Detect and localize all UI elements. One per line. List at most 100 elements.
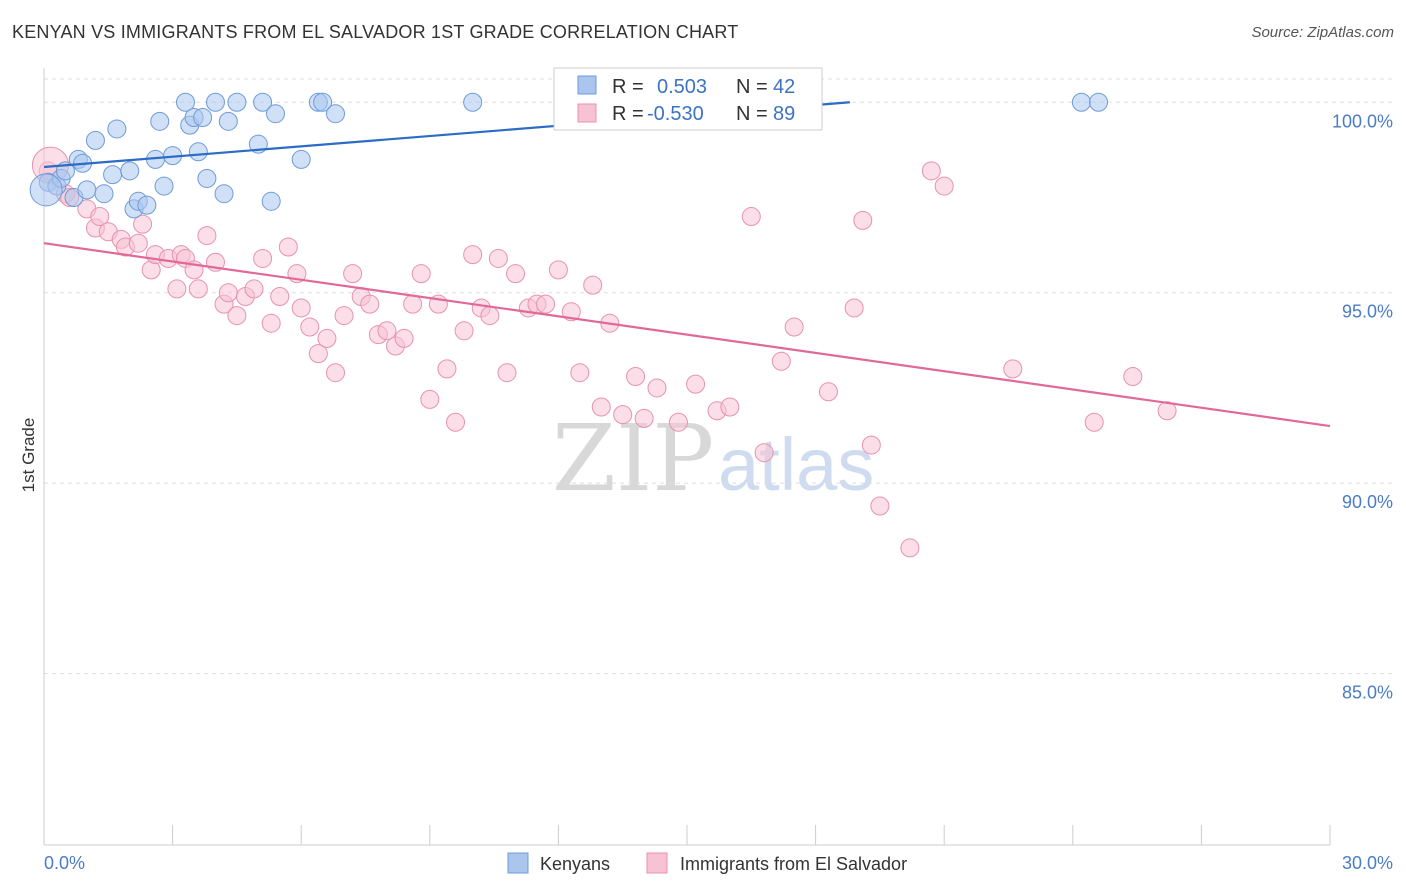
bottom-legend-el-salvador: Immigrants from El Salvador (680, 854, 907, 874)
point-el-salvador (343, 264, 363, 284)
point-el-salvador (591, 397, 611, 417)
watermark-atlas: atlas (718, 423, 874, 506)
point-el-salvador (197, 226, 217, 246)
point-el-salvador (548, 260, 568, 280)
point-el-salvador (463, 245, 483, 265)
point-kenyan (85, 130, 105, 150)
point-el-salvador (128, 233, 148, 253)
point-el-salvador (133, 214, 153, 234)
point-el-salvador (1123, 367, 1143, 387)
point-kenyan (1071, 92, 1091, 112)
point-el-salvador (844, 298, 864, 318)
point-kenyan (103, 165, 123, 185)
point-el-salvador (634, 408, 654, 428)
point-el-salvador (647, 378, 667, 398)
legend-box (553, 67, 823, 131)
legend-n-value-1: 42 (773, 76, 795, 98)
point-kenyan (227, 92, 247, 112)
point-kenyan (205, 92, 225, 112)
point-el-salvador (626, 367, 646, 387)
point-el-salvador (278, 237, 298, 257)
watermark-zip: ZIP (552, 405, 714, 512)
legend-swatch-el-salvador (577, 103, 597, 123)
point-el-salvador (506, 264, 526, 284)
point-el-salvador (668, 412, 688, 432)
point-el-salvador (317, 328, 337, 348)
point-el-salvador (921, 161, 941, 181)
bottom-legend-kenyans: Kenyans (540, 854, 610, 874)
point-el-salvador (253, 248, 273, 268)
point-el-salvador (488, 248, 508, 268)
point-kenyan (463, 92, 483, 112)
point-kenyan (193, 108, 213, 128)
point-kenyan (175, 92, 195, 112)
point-kenyan (120, 161, 140, 181)
point-el-salvador (308, 344, 328, 364)
x-tick-label-max: 30.0% (1342, 853, 1393, 873)
point-el-salvador (394, 328, 414, 348)
point-kenyan (313, 92, 333, 112)
bottom-legend: Kenyans Immigrants from El Salvador (507, 852, 907, 874)
point-el-salvador (480, 306, 500, 326)
point-el-salvador (270, 287, 290, 307)
point-el-salvador (377, 321, 397, 341)
point-kenyan (291, 149, 311, 169)
point-kenyan (188, 142, 208, 162)
x-tick-label-min: 0.0% (44, 853, 85, 873)
legend-n-label-2: N = (736, 103, 768, 125)
point-el-salvador (300, 317, 320, 337)
point-kenyan (218, 111, 238, 131)
y-axis-label: 1st Grade (19, 418, 38, 493)
point-kenyan (197, 168, 217, 188)
point-el-salvador (446, 412, 466, 432)
legend-r-value-1: 0.503 (657, 76, 707, 98)
point-el-salvador (686, 374, 706, 394)
point-el-salvador (720, 397, 740, 417)
point-el-salvador (900, 538, 920, 558)
point-el-salvador (561, 302, 581, 322)
point-el-salvador (167, 279, 187, 299)
legend-r-label-1: R = (612, 76, 644, 98)
point-el-salvador (360, 294, 380, 314)
legend-n-label-1: N = (736, 76, 768, 98)
point-el-salvador (227, 306, 247, 326)
y-tick-label-100: 100.0% (1332, 111, 1393, 131)
point-el-salvador (1084, 412, 1104, 432)
series-immigrants-el-salvador (31, 146, 1177, 558)
point-el-salvador (741, 207, 761, 227)
legend-r-value-2: -0.530 (647, 103, 704, 125)
point-el-salvador (818, 382, 838, 402)
point-kenyan (1089, 92, 1109, 112)
point-kenyan (29, 173, 63, 207)
point-kenyan (150, 111, 170, 131)
point-el-salvador (420, 389, 440, 409)
point-el-salvador (403, 294, 423, 314)
point-el-salvador (784, 317, 804, 337)
legend-n-value-2: 89 (773, 103, 795, 125)
point-el-salvador (934, 176, 954, 196)
series-kenyans (29, 92, 1109, 219)
point-el-salvador (411, 264, 431, 284)
point-el-salvador (754, 443, 774, 463)
point-el-salvador (536, 294, 556, 314)
legend-swatch-kenyans (577, 75, 597, 95)
point-el-salvador (325, 363, 345, 383)
point-el-salvador (1003, 359, 1023, 379)
legend-r-label-2: R = (612, 103, 644, 125)
point-kenyan (94, 184, 114, 204)
point-kenyan (325, 104, 345, 124)
point-el-salvador (861, 435, 881, 455)
point-el-salvador (771, 351, 791, 371)
point-el-salvador (218, 283, 238, 303)
point-kenyan (214, 184, 234, 204)
y-tick-label-90: 90.0% (1342, 492, 1393, 512)
point-el-salvador (870, 496, 890, 516)
point-el-salvador (583, 275, 603, 295)
point-el-salvador (570, 363, 590, 383)
point-el-salvador (437, 359, 457, 379)
point-el-salvador (497, 363, 517, 383)
chart-title: KENYAN VS IMMIGRANTS FROM EL SALVADOR 1S… (12, 22, 739, 42)
source-label: Source: ZipAtlas.com (1251, 24, 1394, 41)
trend-line-el-salvador (43, 242, 1331, 428)
